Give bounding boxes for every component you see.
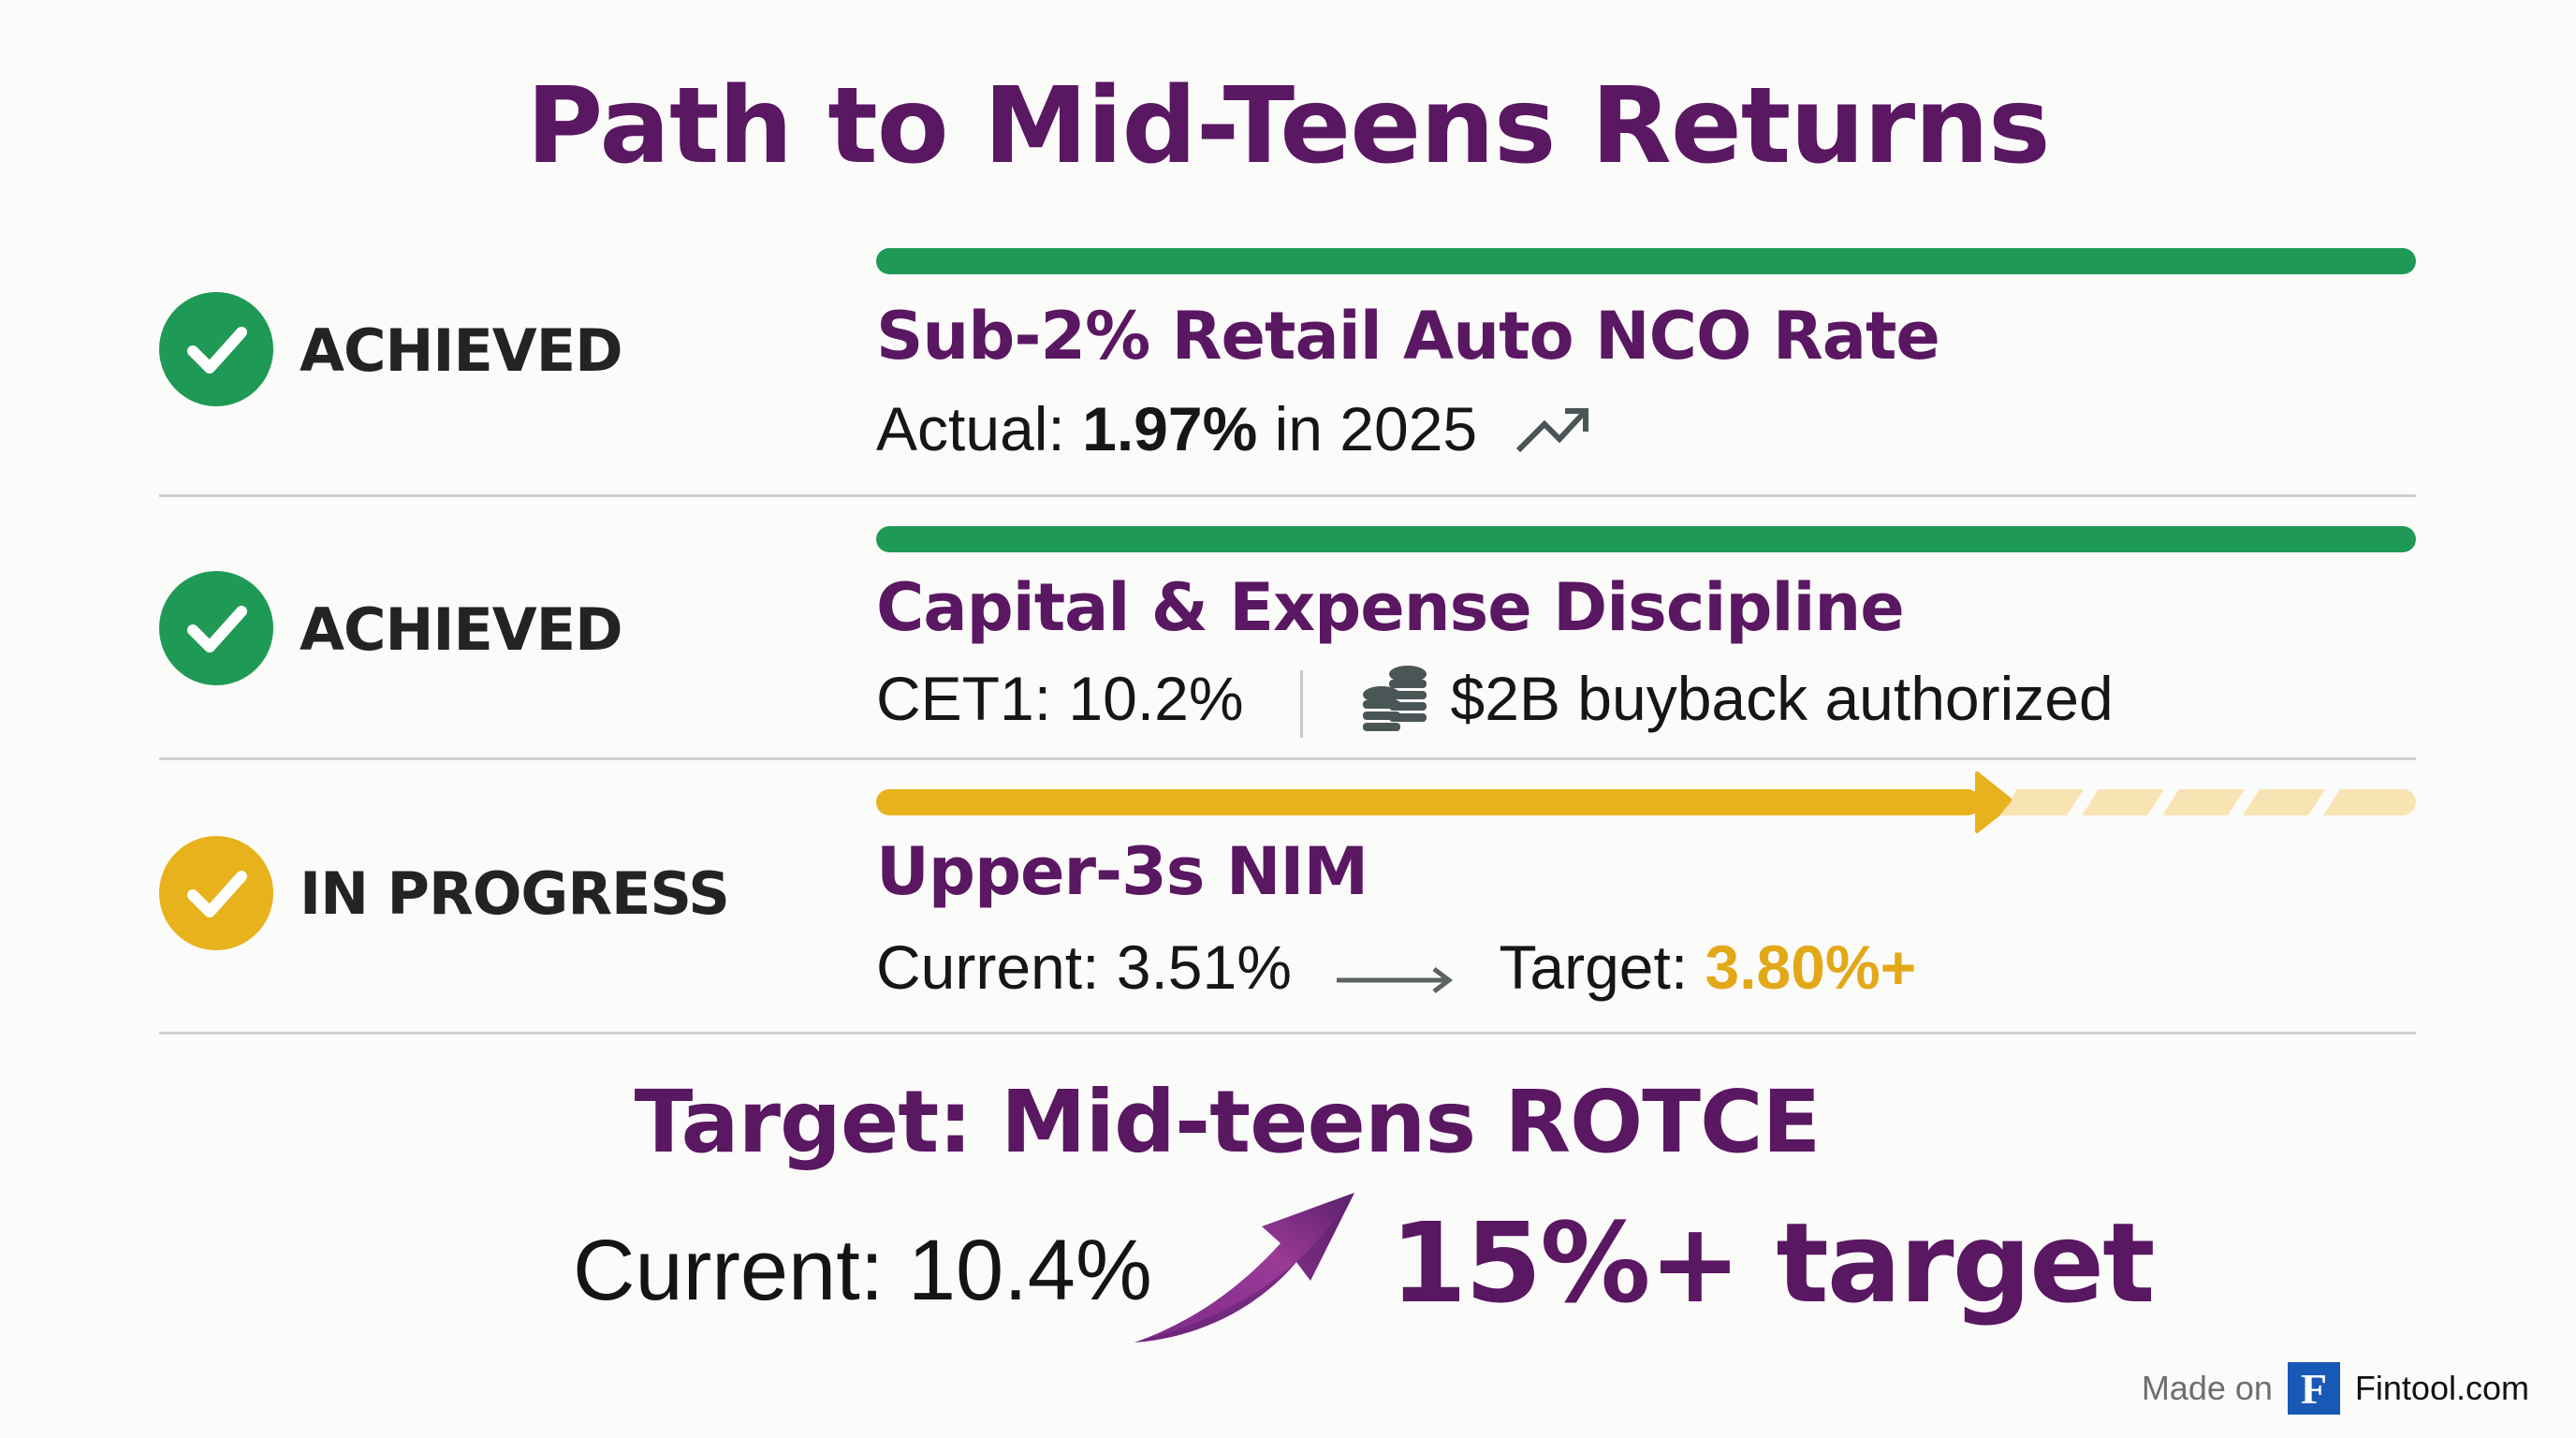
detail-value: 1.97% [1082, 394, 1258, 463]
coins-stack-icon [1359, 661, 1430, 746]
fintool-link[interactable]: Fintool.com [2354, 1369, 2529, 1407]
nim-target-label: Target: [1499, 932, 1705, 1002]
made-on-label: Made on [2141, 1369, 2273, 1407]
goal-title: Capital & Expense Discipline [876, 569, 1905, 646]
goal-detail: CET1: 10.2% $2B buyback authorized [876, 661, 2114, 746]
rotce-target: 15%+ target [1390, 1198, 2156, 1328]
footer-attribution: Made on F Fintool.com [2142, 1362, 2529, 1415]
cet1-metric: CET1: 10.2% [876, 663, 1244, 733]
goal-detail: Current: 3.51% Target: 3.80%+ [876, 932, 1916, 1008]
goal-detail: Actual: 1.97% in 2025 [876, 393, 1589, 470]
fintool-logo-icon: F [2287, 1362, 2340, 1415]
detail-suffix: in 2025 [1257, 394, 1478, 463]
nim-current: Current: 3.51% [876, 932, 1292, 1002]
row-divider [159, 494, 2416, 497]
arrow-right-icon [1337, 937, 1455, 1008]
goal-title: Upper-3s NIM [876, 833, 1368, 910]
detail-separator [1299, 669, 1303, 738]
buyback-note: $2B buyback authorized [1450, 663, 2114, 733]
row-divider [159, 757, 2416, 760]
progress-bar-complete [876, 248, 2416, 274]
rotce-heading: Target: Mid-teens ROTCE [634, 1072, 1822, 1172]
status-label: ACHIEVED [300, 595, 623, 664]
trending-up-icon [1513, 399, 1589, 470]
status-label: IN PROGRESS [300, 859, 730, 928]
status-label: ACHIEVED [300, 316, 623, 385]
curved-arrow-up-icon [1133, 1189, 1357, 1350]
progress-bar-partial [876, 771, 2416, 833]
check-circle-icon [159, 571, 273, 685]
page-title: Path to Mid-Teens Returns [526, 66, 2050, 187]
goal-title: Sub-2% Retail Auto NCO Rate [876, 298, 1940, 374]
check-circle-icon [159, 292, 273, 406]
progress-bar-complete [876, 526, 2416, 552]
rotce-current: Current: 10.4% [573, 1223, 1152, 1318]
row-divider [159, 1032, 2416, 1034]
detail-prefix: Actual: [876, 394, 1083, 463]
check-circle-icon [159, 836, 273, 950]
nim-target-value: 3.80%+ [1705, 932, 1917, 1002]
